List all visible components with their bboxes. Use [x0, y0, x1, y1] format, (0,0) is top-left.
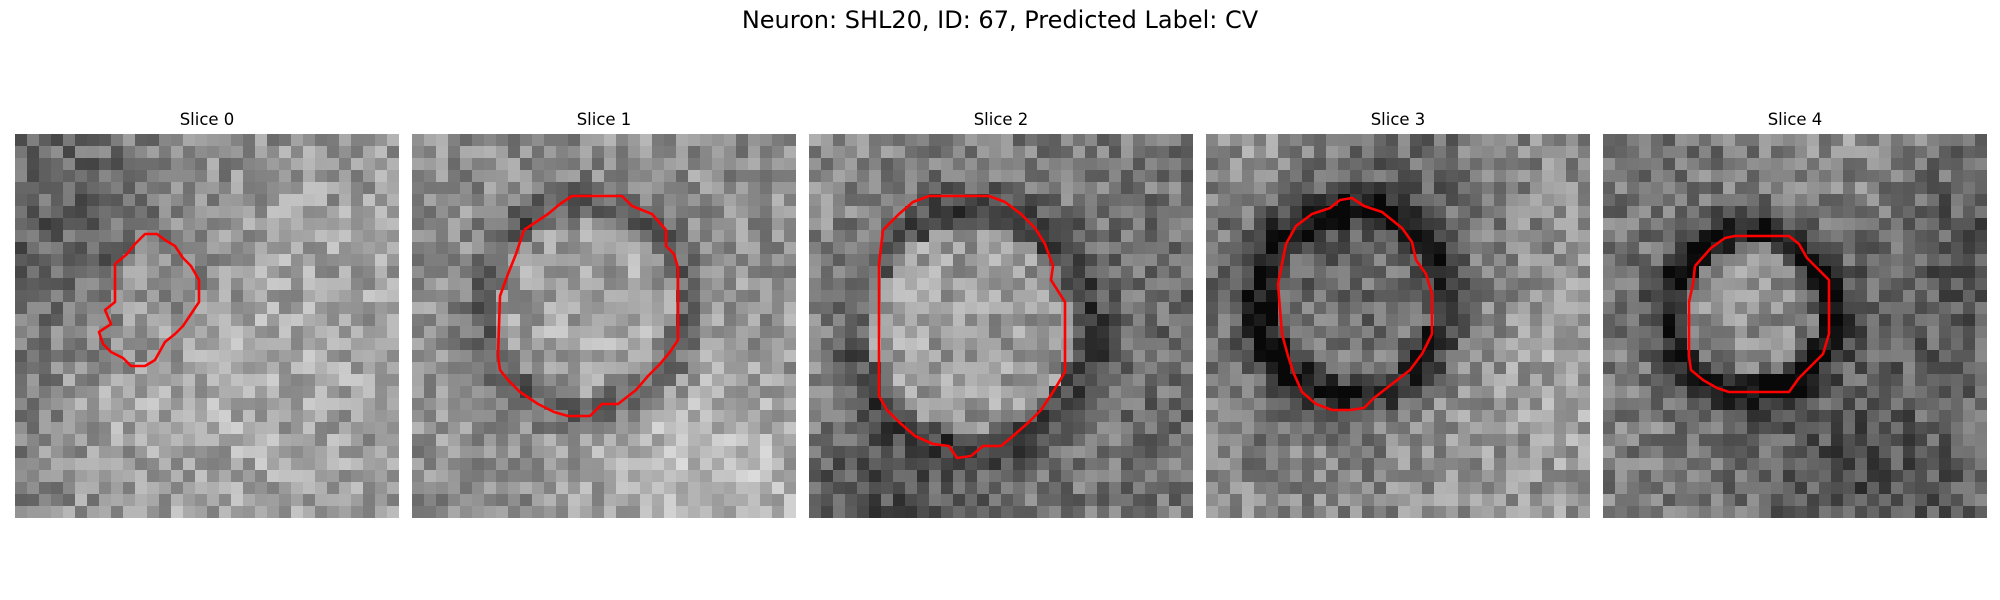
figure-title: Neuron: SHL20, ID: 67, Predicted Label: …: [741, 6, 1259, 34]
roi-contour: [1687, 234, 1831, 394]
slice-image: [15, 134, 399, 518]
pixel-grid: [1206, 134, 1590, 518]
slice-title: Slice 0: [179, 110, 235, 129]
pixel-grid: [412, 134, 796, 518]
slice-image: [412, 134, 796, 518]
roi-contour: [877, 194, 1067, 460]
slice-title: Slice 1: [576, 110, 632, 129]
slice-image: [809, 134, 1193, 518]
slice-title: Slice 3: [1370, 110, 1426, 129]
pixel-grid: [1603, 134, 1987, 518]
slice-title: Slice 4: [1767, 110, 1823, 129]
pixel-grid: [15, 134, 399, 518]
roi-contour: [1276, 196, 1434, 412]
roi-contour: [97, 232, 201, 368]
slice-image: [1206, 134, 1590, 518]
slice-title: Slice 2: [973, 110, 1029, 129]
slice-image: [1603, 134, 1987, 518]
pixel-grid: [809, 134, 1193, 518]
roi-contour: [496, 194, 680, 418]
